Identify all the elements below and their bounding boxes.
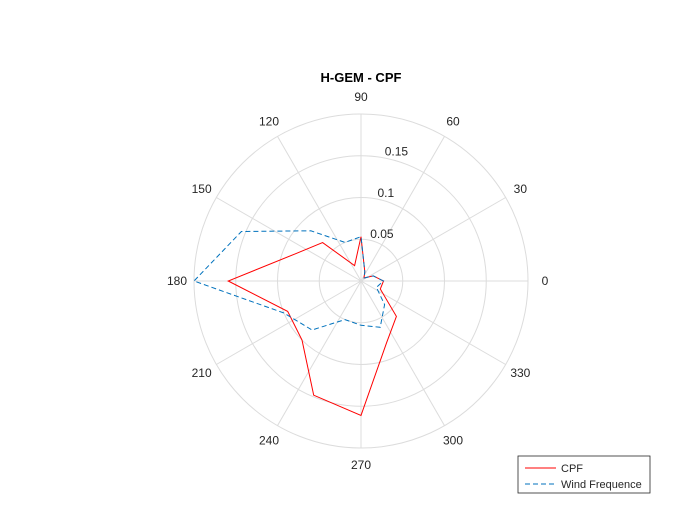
theta-tick-label: 0 bbox=[542, 274, 549, 288]
legend-label: Wind Frequence bbox=[561, 479, 642, 491]
grid-spoke bbox=[216, 197, 362, 282]
grid-spoke bbox=[277, 280, 362, 426]
grid-spoke bbox=[360, 197, 506, 282]
theta-tick-label: 120 bbox=[259, 115, 279, 129]
legend: CPF Wind Frequence bbox=[517, 455, 651, 494]
grid-spoke bbox=[277, 136, 362, 282]
grid-spoke bbox=[360, 280, 506, 365]
legend-box bbox=[517, 455, 651, 494]
r-tick-label: 0.15 bbox=[385, 145, 409, 159]
angular-tick-labels: 0 30 60 90 120 150 180 210 240 270 300 330 bbox=[167, 90, 549, 472]
grid-spoke bbox=[360, 280, 445, 426]
theta-tick-label: 300 bbox=[443, 433, 463, 447]
series-lines bbox=[193, 230, 397, 417]
theta-tick-label: 30 bbox=[514, 182, 528, 196]
grid-spoke bbox=[216, 280, 362, 365]
r-tick-label: 0.1 bbox=[377, 186, 394, 200]
theta-tick-label: 270 bbox=[351, 458, 371, 472]
grid-spoke bbox=[360, 136, 445, 282]
radial-tick-labels: 0.05 0.1 0.15 bbox=[370, 145, 408, 241]
theta-tick-label: 60 bbox=[446, 115, 460, 129]
chart-title: H-GEM - CPF bbox=[321, 70, 402, 85]
theta-tick-label: 150 bbox=[192, 182, 212, 196]
theta-tick-label: 180 bbox=[167, 274, 187, 288]
theta-tick-label: 240 bbox=[259, 433, 279, 447]
polar-grid bbox=[193, 113, 529, 449]
series-line-wind-frequence bbox=[193, 230, 386, 331]
theta-tick-label: 210 bbox=[192, 366, 212, 380]
legend-label: CPF bbox=[561, 463, 583, 475]
theta-tick-label: 90 bbox=[354, 90, 368, 104]
theta-tick-label: 330 bbox=[510, 366, 530, 380]
r-tick-label: 0.05 bbox=[370, 227, 394, 241]
